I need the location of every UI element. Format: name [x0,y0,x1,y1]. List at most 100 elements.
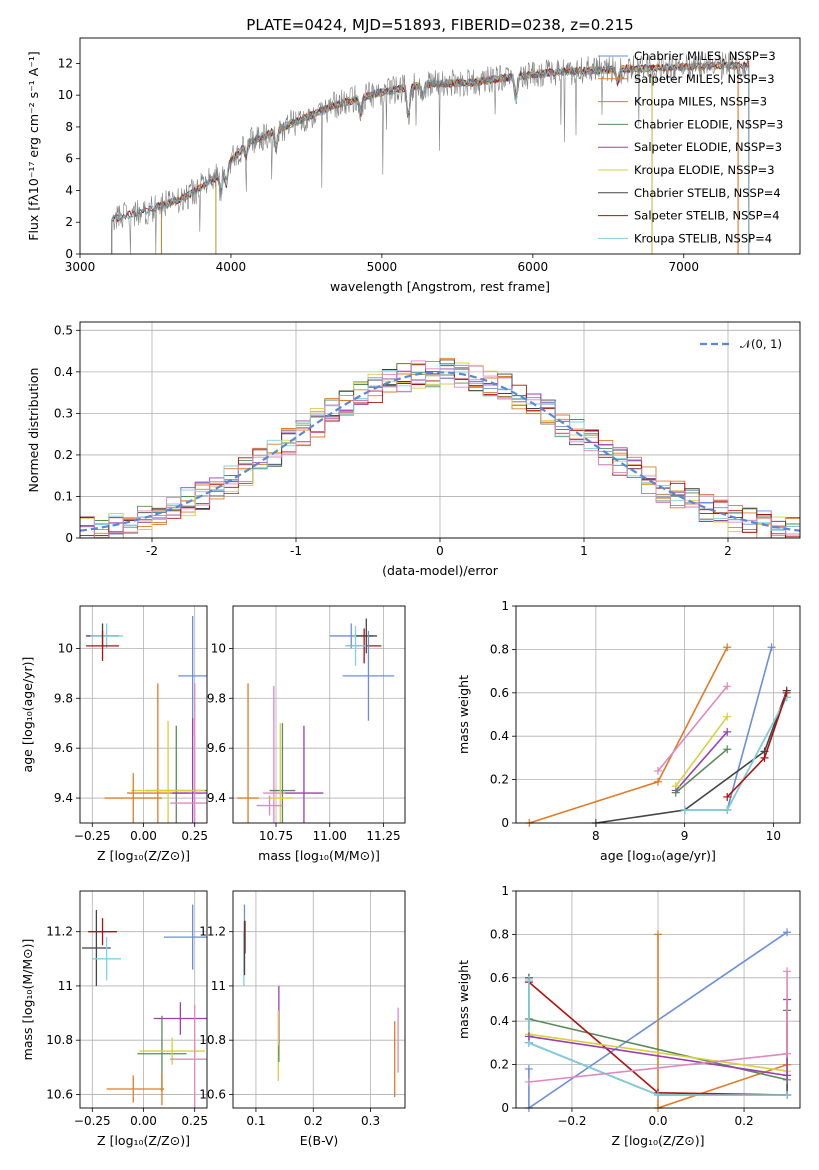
axes-frame [232,890,406,1109]
residual-histogram-panel: -2 -1 0 1 2 0 0.1 0.2 0.3 0.4 0.5 (data-model)/erro… [26,321,801,578]
x-tick-label: 0.25 [181,1114,208,1128]
y-tick-label: 10 [211,641,226,655]
y-tick-label: 0.2 [490,1058,509,1072]
mass-weight-line [657,685,728,772]
mass-weight-line [675,731,728,792]
x-tick-label: 1 [580,544,588,558]
mass-weight-line [726,646,773,811]
x-tick-label: 5000 [367,260,398,274]
plus-marker [723,712,732,721]
y-tick-label: 0 [65,531,73,545]
x-tick-label: 11.25 [366,829,400,843]
y-tick-label: 10.6 [199,1087,226,1101]
y-tick-label: 11.2 [46,925,73,939]
x-tick-label: −0.2 [557,1114,586,1128]
y-tick-label: 10.8 [46,1033,73,1047]
x-axis-label: Z [log₁₀(Z/Z⊙)] [612,1133,705,1148]
plus-marker [524,1032,533,1041]
mass-weight-line [675,716,728,787]
legend-label: Salpeter ELODIE, NSSP=3 [634,140,782,154]
x-tick-label: 10 [766,829,781,843]
x-axis-label: mass [log₁₀(M/M⊙)] [258,848,380,863]
plus-marker [783,928,792,937]
plus-marker [671,788,680,797]
y-tick-label: 0.4 [490,1014,509,1028]
plus-marker [723,792,732,801]
legend-label: Salpeter MILES, NSSP=3 [634,72,775,86]
plus-marker [524,1064,533,1073]
x-tick-label: 0 [436,544,444,558]
mass-weight-line [675,748,728,794]
y-tick-label: 9.8 [54,691,73,705]
spectrum-title: PLATE=0424, MJD=51893, FIBERID=0238, z=0… [246,16,633,34]
x-axis-label: (data-model)/error [382,563,499,578]
x-tick-label: 10.75 [259,829,293,843]
x-tick-label: 7000 [669,260,700,274]
x-tick-label: 11.00 [313,829,347,843]
plus-marker [760,753,769,762]
y-tick-label: 10.8 [199,1033,226,1047]
y-axis-label: Flux [fλ10⁻¹⁷ erg cm⁻² s⁻¹ A⁻¹] [26,51,41,240]
x-tick-label: 3000 [65,260,96,274]
y-tick-label: 12 [58,56,73,70]
plus-marker [654,930,662,939]
observed-spectrum-line [111,51,749,254]
plus-marker [524,975,533,984]
x-tick-label: 8 [592,829,600,843]
plus-marker [524,1077,533,1086]
x-tick-label: 9 [681,829,689,843]
x-tick-label: -2 [146,544,158,558]
plus-marker [783,1049,792,1058]
y-tick-label: 6 [65,152,73,166]
y-tick-label: 0.6 [490,971,509,985]
y-axis-label: mass weight [456,960,471,1039]
legend-label: Kroupa ELODIE, NSSP=3 [634,163,775,177]
y-tick-label: 1 [501,599,509,613]
mass-vs-ebv-panel: 0.1 0.2 0.3 10.6 10.8 11 11.2 E(B-V) [199,890,406,1148]
y-tick-label: 9.6 [207,741,226,755]
mass-vs-metallicity-panel: −0.25 0.00 0.25 10.6 10.8 11 11.2 Z [log₁₀(Z/Z⊙… [20,890,208,1148]
plus-marker [723,643,732,652]
y-tick-label: 9.4 [54,791,73,805]
plus-marker [767,643,776,652]
x-tick-label: 6000 [518,260,549,274]
y-tick-label: 4 [65,183,73,197]
y-axis-label: Normed distribution [26,368,41,493]
x-axis-label: Z [log₁₀(Z/Z⊙)] [97,1133,190,1148]
x-tick-label: 0.00 [130,1114,157,1128]
legend-label: Kroupa MILES, NSSP=3 [634,95,767,109]
plus-marker [783,967,792,976]
y-tick-label: 0.5 [54,323,73,337]
mass-weight-line [657,934,788,1108]
legend-label: Chabrier ELODIE, NSSP=3 [634,117,783,131]
age-vs-mass-panel: 10.75 11.00 11.25 9.4 9.6 9.8 10 mass [log₁₀(M/… [207,605,406,863]
plus-marker [782,688,791,697]
y-tick-label: 0.4 [54,365,73,379]
axes-frame [79,37,801,255]
age-vs-metallicity-panel: −0.25 0.00 0.25 9.4 9.6 9.8 10 Z [log₁₀(Z/Z⊙)] a… [20,605,208,863]
plus-marker [723,805,732,814]
y-tick-label: 0.2 [54,448,73,462]
x-tick-label: 4000 [216,260,247,274]
plus-marker [654,1090,662,1099]
legend-label: Salpeter STELIB, NSSP=4 [634,209,780,223]
y-tick-label: 0 [501,1101,509,1115]
axes-frame [79,321,801,539]
x-tick-label: 0.3 [361,1114,380,1128]
plus-marker [723,727,732,736]
y-tick-label: 0 [501,816,509,830]
x-axis-label: E(B-V) [300,1133,339,1148]
y-tick-label: 0.1 [54,489,73,503]
y-tick-label: 0.8 [490,927,509,941]
y-tick-label: 0.6 [490,686,509,700]
axes-frame [79,890,208,1109]
plus-marker [783,1071,792,1080]
normal-reference-curve [80,371,800,532]
plus-marker [783,1090,792,1099]
plus-marker [723,745,732,754]
axes-frame [79,605,208,824]
y-tick-label: 10 [58,641,73,655]
x-tick-label: −0.25 [74,1114,111,1128]
y-axis-label: mass [log₁₀(M/M⊙)] [20,939,35,1061]
